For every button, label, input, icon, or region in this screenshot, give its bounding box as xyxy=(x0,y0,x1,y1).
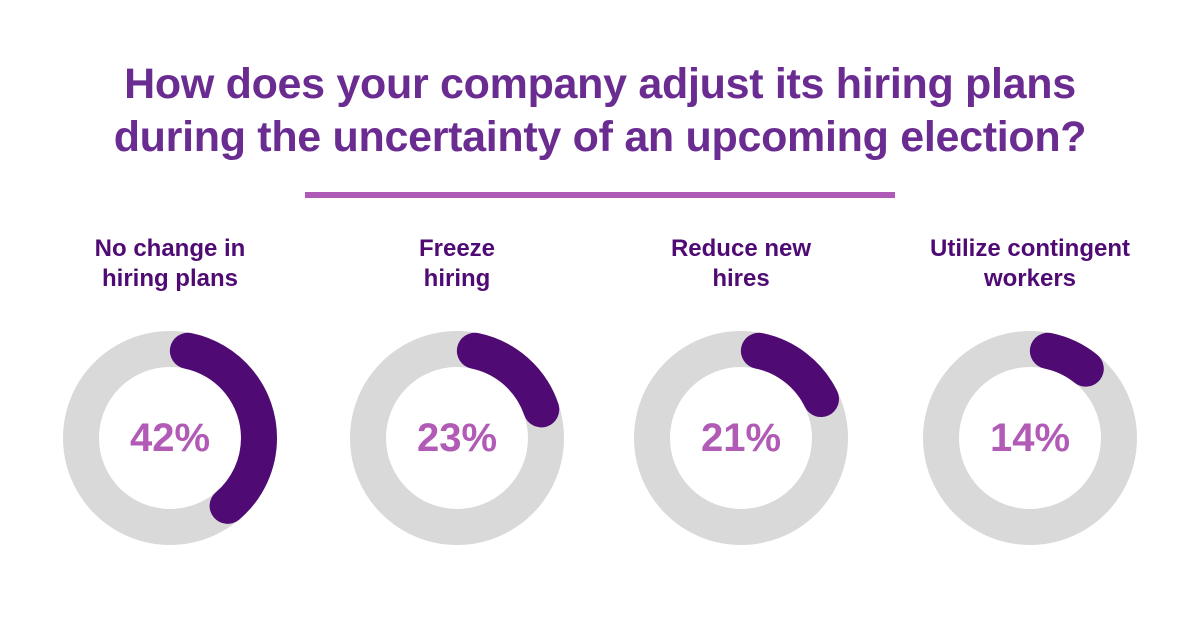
donut-freeze-hiring: Freeze hiring 23% xyxy=(314,234,600,545)
title-line-1: How does your company adjust its hiring … xyxy=(124,60,1076,108)
donut-ring: 42% xyxy=(63,331,277,545)
donut-percent: 23% xyxy=(416,415,498,460)
donut-label: Reduce new hires xyxy=(670,235,812,292)
chart-title: How does your company adjust its hiring … xyxy=(0,58,1200,164)
donut-reduce-new-hires: Reduce new hires 21% xyxy=(598,234,884,545)
donut-no-change: No change in hiring plans 42% xyxy=(27,234,313,545)
donut-percent: 42% xyxy=(129,415,211,460)
donut-label: Utilize contingent workers xyxy=(930,235,1130,292)
donut-ring: 23% xyxy=(350,331,564,545)
donut-label: No change in hiring plans xyxy=(94,235,246,292)
donut-ring: 21% xyxy=(634,331,848,545)
donut-ring: 14% xyxy=(923,331,1137,545)
donut-percent: 21% xyxy=(700,415,782,460)
donut-percent: 14% xyxy=(989,415,1071,460)
title-line-2: during the uncertainty of an upcoming el… xyxy=(113,113,1087,161)
donut-contingent-workers: Utilize contingent workers 14% xyxy=(887,234,1173,545)
donut-label: Freeze hiring xyxy=(418,235,496,292)
title-divider xyxy=(305,192,895,198)
